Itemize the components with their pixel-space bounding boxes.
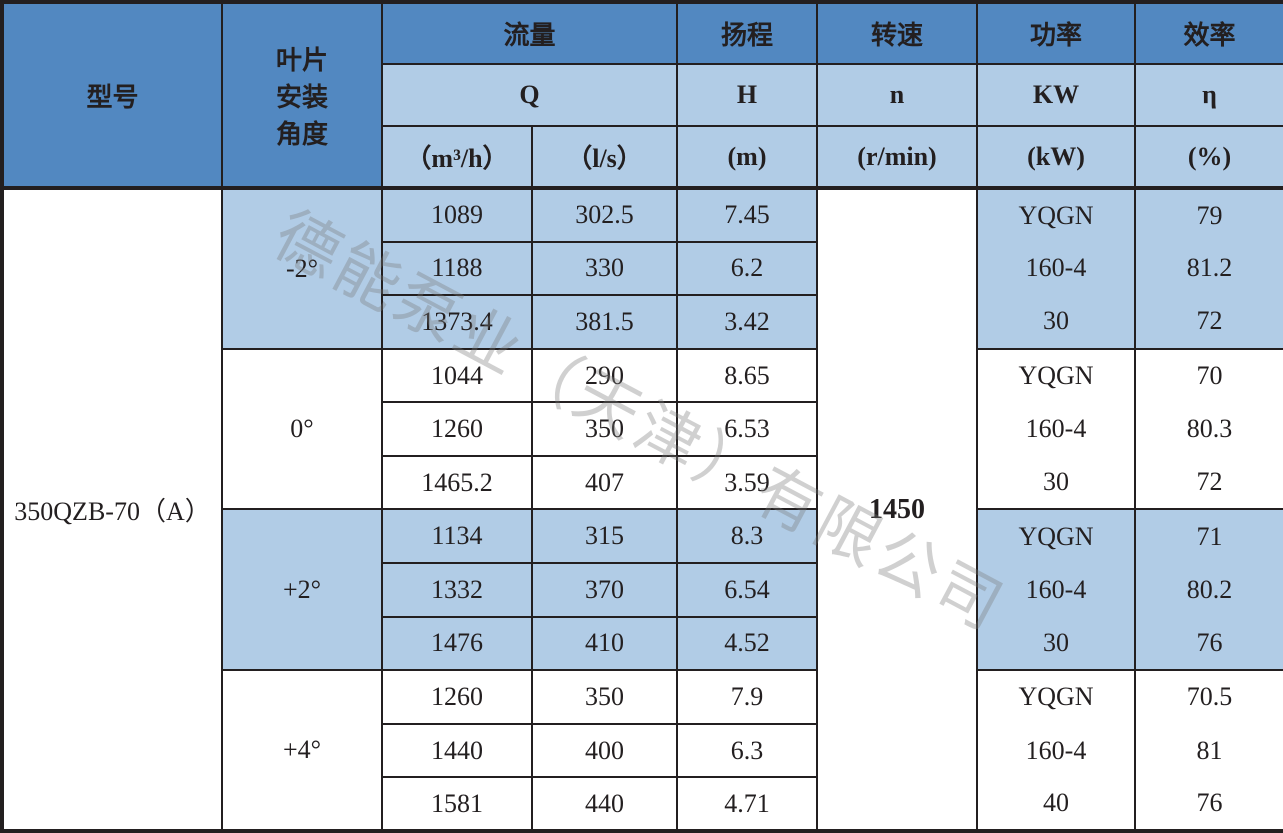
- power-cell: 30: [977, 456, 1135, 510]
- head-m: 7.9: [677, 670, 817, 724]
- hdr-model: 型号: [2, 2, 222, 188]
- eff-cell: 80.3: [1135, 402, 1283, 456]
- power-cell: YQGN: [977, 670, 1135, 724]
- hdr-power-sym: KW: [977, 64, 1135, 126]
- eff-cell: 72: [1135, 295, 1283, 349]
- flow-m3h: 1089: [382, 188, 532, 242]
- angle-cell: +2°: [222, 509, 382, 670]
- hdr-flow: 流量: [382, 2, 677, 64]
- table-body: 350QZB-70（A）-2°1089302.57.451450YQGN7911…: [2, 188, 1283, 831]
- flow-m3h: 1465.2: [382, 456, 532, 510]
- flow-ls: 315: [532, 509, 677, 563]
- flow-ls: 330: [532, 242, 677, 296]
- flow-m3h: 1260: [382, 402, 532, 456]
- hdr-speed-u: (r/min): [817, 126, 977, 188]
- flow-ls: 407: [532, 456, 677, 510]
- hdr-eff: 效率: [1135, 2, 1283, 64]
- angle-cell: -2°: [222, 188, 382, 349]
- table-container: 型号 叶片 安装 角度 流量 扬程 转速 功率 效率 Q H n KW η （m…: [0, 0, 1283, 833]
- flow-m3h: 1332: [382, 563, 532, 617]
- flow-ls: 410: [532, 617, 677, 671]
- flow-ls: 370: [532, 563, 677, 617]
- angle-cell: +4°: [222, 670, 382, 831]
- hdr-speed: 转速: [817, 2, 977, 64]
- head-m: 6.3: [677, 724, 817, 778]
- power-cell: 160-4: [977, 724, 1135, 778]
- hdr-eff-u: (%): [1135, 126, 1283, 188]
- flow-m3h: 1373.4: [382, 295, 532, 349]
- model-cell: 350QZB-70（A）: [2, 188, 222, 831]
- angle-cell: 0°: [222, 349, 382, 510]
- hdr-flow-u2: （l/s）: [532, 126, 677, 188]
- head-m: 4.52: [677, 617, 817, 671]
- flow-m3h: 1476: [382, 617, 532, 671]
- head-m: 8.3: [677, 509, 817, 563]
- eff-cell: 81.2: [1135, 242, 1283, 296]
- flow-m3h: 1440: [382, 724, 532, 778]
- eff-cell: 72: [1135, 456, 1283, 510]
- flow-m3h: 1134: [382, 509, 532, 563]
- eff-cell: 79: [1135, 188, 1283, 242]
- flow-m3h: 1188: [382, 242, 532, 296]
- head-m: 6.53: [677, 402, 817, 456]
- hdr-angle: 叶片 安装 角度: [222, 2, 382, 188]
- hdr-speed-sym: n: [817, 64, 977, 126]
- flow-ls: 350: [532, 670, 677, 724]
- flow-ls: 290: [532, 349, 677, 403]
- rpm-cell: 1450: [817, 188, 977, 831]
- hdr-eff-sym: η: [1135, 64, 1283, 126]
- hdr-head-sym: H: [677, 64, 817, 126]
- eff-cell: 76: [1135, 617, 1283, 671]
- flow-m3h: 1260: [382, 670, 532, 724]
- power-cell: YQGN: [977, 188, 1135, 242]
- head-m: 6.54: [677, 563, 817, 617]
- eff-cell: 71: [1135, 509, 1283, 563]
- head-m: 4.71: [677, 777, 817, 831]
- power-cell: 40: [977, 777, 1135, 831]
- head-m: 3.59: [677, 456, 817, 510]
- power-cell: YQGN: [977, 509, 1135, 563]
- eff-cell: 80.2: [1135, 563, 1283, 617]
- power-cell: 30: [977, 295, 1135, 349]
- power-cell: 160-4: [977, 563, 1135, 617]
- hdr-power-u: (kW): [977, 126, 1135, 188]
- flow-ls: 381.5: [532, 295, 677, 349]
- hdr-power: 功率: [977, 2, 1135, 64]
- flow-ls: 440: [532, 777, 677, 831]
- hdr-flow-sym: Q: [382, 64, 677, 126]
- flow-ls: 350: [532, 402, 677, 456]
- eff-cell: 70: [1135, 349, 1283, 403]
- power-cell: YQGN: [977, 349, 1135, 403]
- power-cell: 160-4: [977, 402, 1135, 456]
- table-header: 型号 叶片 安装 角度 流量 扬程 转速 功率 效率 Q H n KW η （m…: [2, 2, 1283, 188]
- eff-cell: 70.5: [1135, 670, 1283, 724]
- head-m: 7.45: [677, 188, 817, 242]
- power-cell: 160-4: [977, 242, 1135, 296]
- table-row: 350QZB-70（A）-2°1089302.57.451450YQGN79: [2, 188, 1283, 242]
- flow-ls: 400: [532, 724, 677, 778]
- head-m: 8.65: [677, 349, 817, 403]
- flow-m3h: 1581: [382, 777, 532, 831]
- head-m: 3.42: [677, 295, 817, 349]
- eff-cell: 76: [1135, 777, 1283, 831]
- hdr-head-u: (m): [677, 126, 817, 188]
- spec-table: 型号 叶片 安装 角度 流量 扬程 转速 功率 效率 Q H n KW η （m…: [0, 0, 1283, 833]
- flow-m3h: 1044: [382, 349, 532, 403]
- head-m: 6.2: [677, 242, 817, 296]
- eff-cell: 81: [1135, 724, 1283, 778]
- power-cell: 30: [977, 617, 1135, 671]
- hdr-head: 扬程: [677, 2, 817, 64]
- flow-ls: 302.5: [532, 188, 677, 242]
- hdr-flow-u1: （m³/h）: [382, 126, 532, 188]
